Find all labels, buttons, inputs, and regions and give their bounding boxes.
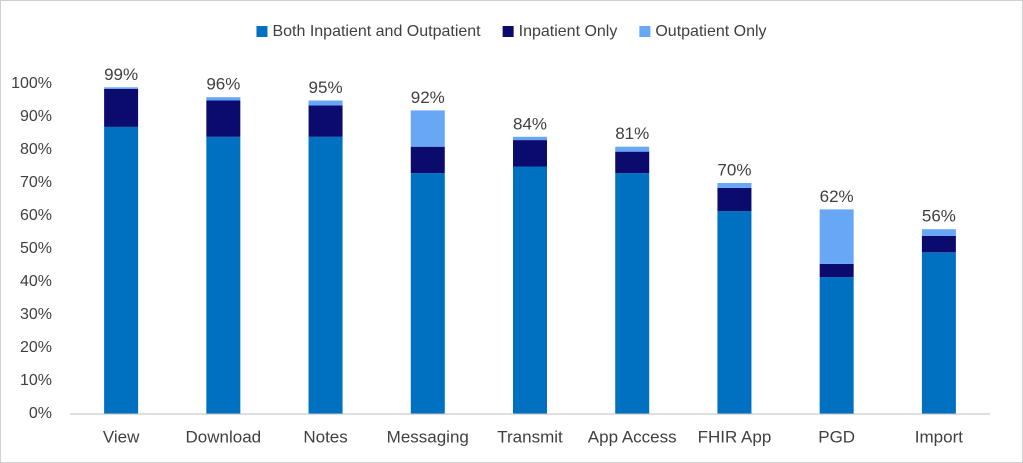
total-label: 70% <box>717 160 751 179</box>
legend-label: Outpatient Only <box>655 23 766 40</box>
bar-segment <box>615 151 650 174</box>
bar-segment <box>410 173 445 414</box>
y-tick-label: 50% <box>20 240 52 257</box>
y-tick-label: 90% <box>20 108 52 125</box>
bar-segment <box>921 229 956 236</box>
x-tick-label: PGD <box>818 427 855 446</box>
y-tick-label: 80% <box>20 141 52 158</box>
bar-segment <box>921 252 956 414</box>
bar-segment <box>410 146 445 174</box>
bar-segment <box>104 88 139 127</box>
y-tick-label: 30% <box>20 306 52 323</box>
total-label: 56% <box>922 207 956 226</box>
bar-segment <box>410 110 445 147</box>
y-tick-label: 10% <box>20 372 52 389</box>
bar-segment <box>513 166 547 414</box>
bar-segment <box>206 97 241 101</box>
bar-segment <box>615 173 650 414</box>
bar-segment <box>104 87 139 89</box>
x-tick-label: Transmit <box>497 427 563 446</box>
total-label: 95% <box>309 78 343 97</box>
x-tick-label: Download <box>186 427 262 446</box>
bar-segment <box>819 209 854 264</box>
bar-segment <box>717 211 752 414</box>
y-tick-label: 100% <box>11 75 52 92</box>
bar-segment <box>308 105 343 137</box>
total-label: 96% <box>206 75 240 94</box>
legend-label: Inpatient Only <box>519 23 618 40</box>
bar-segment <box>819 263 854 278</box>
y-tick-label: 60% <box>20 207 52 224</box>
x-tick-label: View <box>103 427 140 446</box>
total-label: 62% <box>820 187 854 206</box>
bar-segment <box>717 183 752 188</box>
total-label: 84% <box>513 114 547 133</box>
bar-segment <box>206 136 241 415</box>
bar-segment <box>308 100 343 106</box>
x-tick-label: App Access <box>588 427 677 446</box>
bar-segment <box>206 100 241 137</box>
legend-swatch <box>639 26 651 37</box>
legend-swatch <box>502 26 514 37</box>
bar-segment <box>819 277 854 414</box>
legend-label: Both Inpatient and Outpatient <box>272 23 481 40</box>
y-tick-label: 0% <box>29 405 52 422</box>
bar-segment <box>921 235 956 253</box>
bar-segment <box>513 140 547 167</box>
y-tick-label: 40% <box>20 273 52 290</box>
total-label: 81% <box>615 124 649 143</box>
total-label: 92% <box>411 88 445 107</box>
total-label: 99% <box>104 65 138 84</box>
y-tick-label: 20% <box>20 339 52 356</box>
x-tick-label: Import <box>915 427 963 446</box>
legend-swatch <box>256 26 268 37</box>
x-tick-label: FHIR App <box>698 427 772 446</box>
bar-segment <box>615 146 650 152</box>
y-tick-label: 70% <box>20 174 52 191</box>
bar-segment <box>104 126 139 415</box>
bar-segment <box>717 187 752 212</box>
x-tick-label: Notes <box>303 427 347 446</box>
x-tick-label: Messaging <box>387 427 469 446</box>
bar-segment <box>308 136 343 415</box>
bar-segment <box>513 136 547 141</box>
